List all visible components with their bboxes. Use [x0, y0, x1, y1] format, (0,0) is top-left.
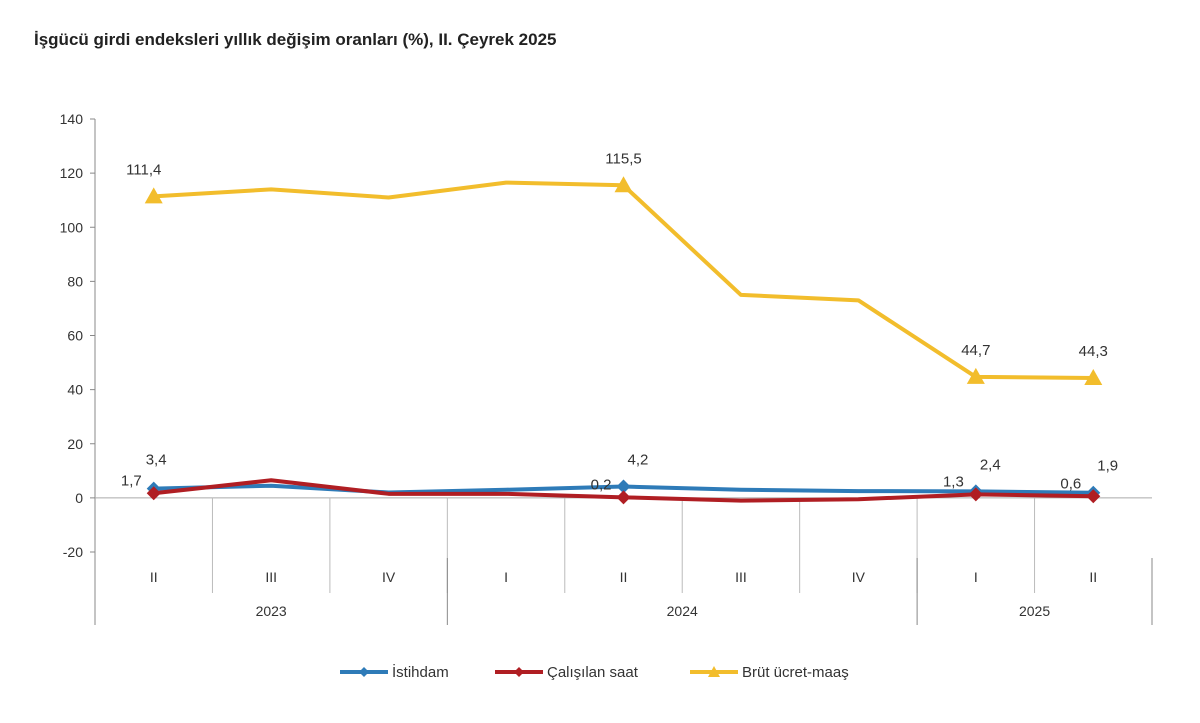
data-point-diamond: [146, 486, 161, 501]
data-point-diamond: [616, 490, 631, 505]
data-label: 115,5: [605, 150, 641, 167]
x-tick-label: IV: [852, 569, 866, 585]
y-tick-label: 80: [67, 273, 83, 289]
data-point-diamond: [968, 487, 983, 502]
y-tick-label: 40: [67, 382, 83, 398]
data-label: 1,3: [943, 473, 964, 490]
y-tick-label: -20: [63, 544, 83, 560]
data-label: 4,2: [628, 452, 649, 469]
x-tick-label: IV: [382, 569, 396, 585]
x-tick-label: II: [1089, 569, 1097, 585]
data-label: 0,6: [1060, 475, 1081, 492]
data-point-triangle: [1084, 368, 1103, 385]
y-tick-label: 0: [75, 490, 83, 506]
data-point-triangle: [614, 176, 633, 193]
data-point-diamond: [1086, 489, 1101, 504]
data-point-diamond: [616, 479, 631, 494]
data-label: 1,9: [1097, 458, 1118, 475]
legend-label: Çalışılan saat: [547, 664, 639, 681]
x-tick-label: III: [735, 569, 747, 585]
data-label: 44,7: [961, 342, 990, 359]
x-year-label: 2024: [667, 603, 698, 619]
legend-diamond-icon: [359, 667, 369, 677]
legend-triangle-icon: [708, 666, 720, 677]
y-tick-label: 20: [67, 436, 83, 452]
x-year-label: 2025: [1019, 603, 1050, 619]
legend-label: Brüt ücret-maaş: [742, 664, 849, 681]
y-tick-label: 140: [60, 111, 84, 127]
x-tick-label: III: [265, 569, 277, 585]
chart-title: İşgücü girdi endeksleri yıllık değişim o…: [34, 30, 557, 49]
y-tick-label: 100: [60, 219, 84, 235]
x-tick-label: II: [150, 569, 158, 585]
data-label: 1,7: [121, 472, 142, 489]
x-tick-label: I: [504, 569, 508, 585]
x-tick-label: II: [620, 569, 628, 585]
data-label: 0,2: [591, 476, 612, 493]
data-point-triangle: [144, 187, 163, 204]
data-label: 111,4: [126, 161, 161, 178]
y-tick-label: 120: [60, 165, 84, 181]
data-label: 3,4: [146, 452, 167, 469]
data-label: 44,3: [1079, 343, 1108, 360]
x-year-label: 2023: [256, 603, 287, 619]
y-tick-label: 60: [67, 328, 83, 344]
legend-label: İstihdam: [392, 663, 449, 681]
data-point-triangle: [966, 367, 985, 384]
x-tick-label: I: [974, 569, 978, 585]
legend-diamond-icon: [514, 667, 524, 677]
data-label: 2,4: [980, 456, 1001, 473]
series-line-2: [153, 180, 1094, 380]
